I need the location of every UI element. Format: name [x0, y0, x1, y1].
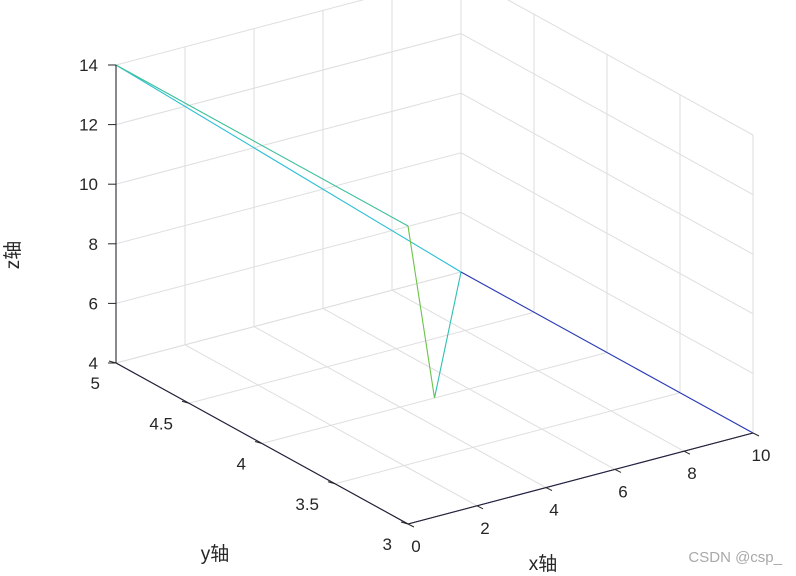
y-tick-label: 3	[383, 535, 392, 554]
grid-line	[460, 211, 754, 374]
grid-line	[188, 311, 535, 404]
x-tick-mark	[614, 468, 622, 473]
y-tick-mark	[400, 521, 409, 525]
grid-line	[507, 0, 754, 136]
x-tick-mark	[545, 487, 553, 492]
x-tick-mark	[407, 523, 415, 528]
axes	[108, 64, 760, 528]
y-tick-label: 4	[237, 455, 246, 474]
z-tick-label: 4	[89, 354, 98, 373]
z-tick-label: 12	[79, 116, 98, 135]
data-line-segment	[460, 271, 754, 434]
z-tick-label: 8	[89, 235, 98, 254]
x-tick-label: 2	[480, 519, 489, 538]
grid-line	[460, 33, 754, 196]
y-tick-label: 4.5	[149, 414, 173, 433]
data-lines	[115, 64, 754, 525]
data-line-segment	[115, 64, 409, 227]
watermark: CSDN @csp_	[688, 549, 782, 566]
z-tick-label: 10	[79, 175, 98, 194]
grid-line	[460, 92, 754, 255]
x-axis-line	[407, 432, 754, 525]
y-tick-label: 3.5	[295, 495, 319, 514]
grid-line	[115, 33, 462, 126]
y-tick-mark	[254, 441, 263, 444]
x-tick-label: 10	[752, 446, 771, 465]
grid-line	[334, 392, 681, 485]
grid-line	[115, 0, 365, 66]
data-line-segment	[115, 64, 462, 273]
y-axis-label: y轴	[201, 543, 230, 565]
x-tick-label: 8	[687, 464, 696, 483]
z-axis-label: z轴	[2, 241, 24, 270]
z-tick-label: 6	[89, 294, 98, 313]
data-line-segment	[433, 271, 462, 399]
x-tick-label: 0	[411, 537, 420, 556]
x-tick-label: 6	[618, 482, 627, 501]
grid-line	[115, 271, 462, 364]
x-tick-label: 4	[549, 501, 558, 520]
y-tick-mark	[327, 481, 336, 485]
y-tick-mark	[181, 400, 190, 404]
grid-line	[115, 92, 462, 185]
grid	[115, 0, 754, 525]
x-tick-mark	[476, 505, 484, 510]
grid-line	[115, 211, 462, 304]
x-tick-mark	[752, 432, 760, 437]
data-line-segment	[407, 225, 436, 399]
x-axis-label: x轴	[529, 553, 558, 575]
grid-line	[460, 152, 754, 315]
x-tick-mark	[683, 450, 691, 455]
y-tick-label: 5	[91, 374, 100, 393]
grid-line	[115, 152, 462, 245]
z-tick-label: 14	[79, 56, 98, 75]
